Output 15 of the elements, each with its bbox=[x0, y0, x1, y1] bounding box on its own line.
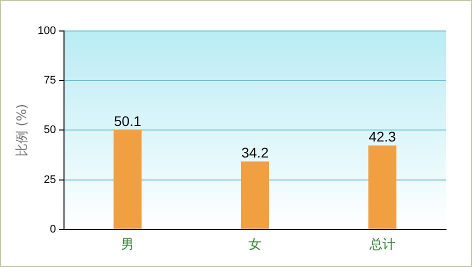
data-label: 34.2 bbox=[241, 144, 269, 160]
y-tick-label: 0 bbox=[50, 223, 56, 236]
x-tick-label: 女 bbox=[248, 238, 262, 253]
y-tick-label: 100 bbox=[38, 25, 56, 38]
y-tick-label: 50 bbox=[44, 124, 56, 136]
y-tick-label: 25 bbox=[44, 174, 56, 186]
x-tick-label: 总计 bbox=[368, 238, 396, 253]
data-label: 50.1 bbox=[114, 112, 142, 129]
y-tick-label: 75 bbox=[44, 74, 56, 87]
bar bbox=[114, 130, 142, 229]
bar bbox=[240, 162, 269, 229]
bar bbox=[368, 145, 396, 229]
x-tick-label: 男 bbox=[121, 238, 134, 253]
data-label: 42.3 bbox=[368, 128, 396, 144]
y-axis-title: 比例 (%) bbox=[15, 104, 30, 157]
